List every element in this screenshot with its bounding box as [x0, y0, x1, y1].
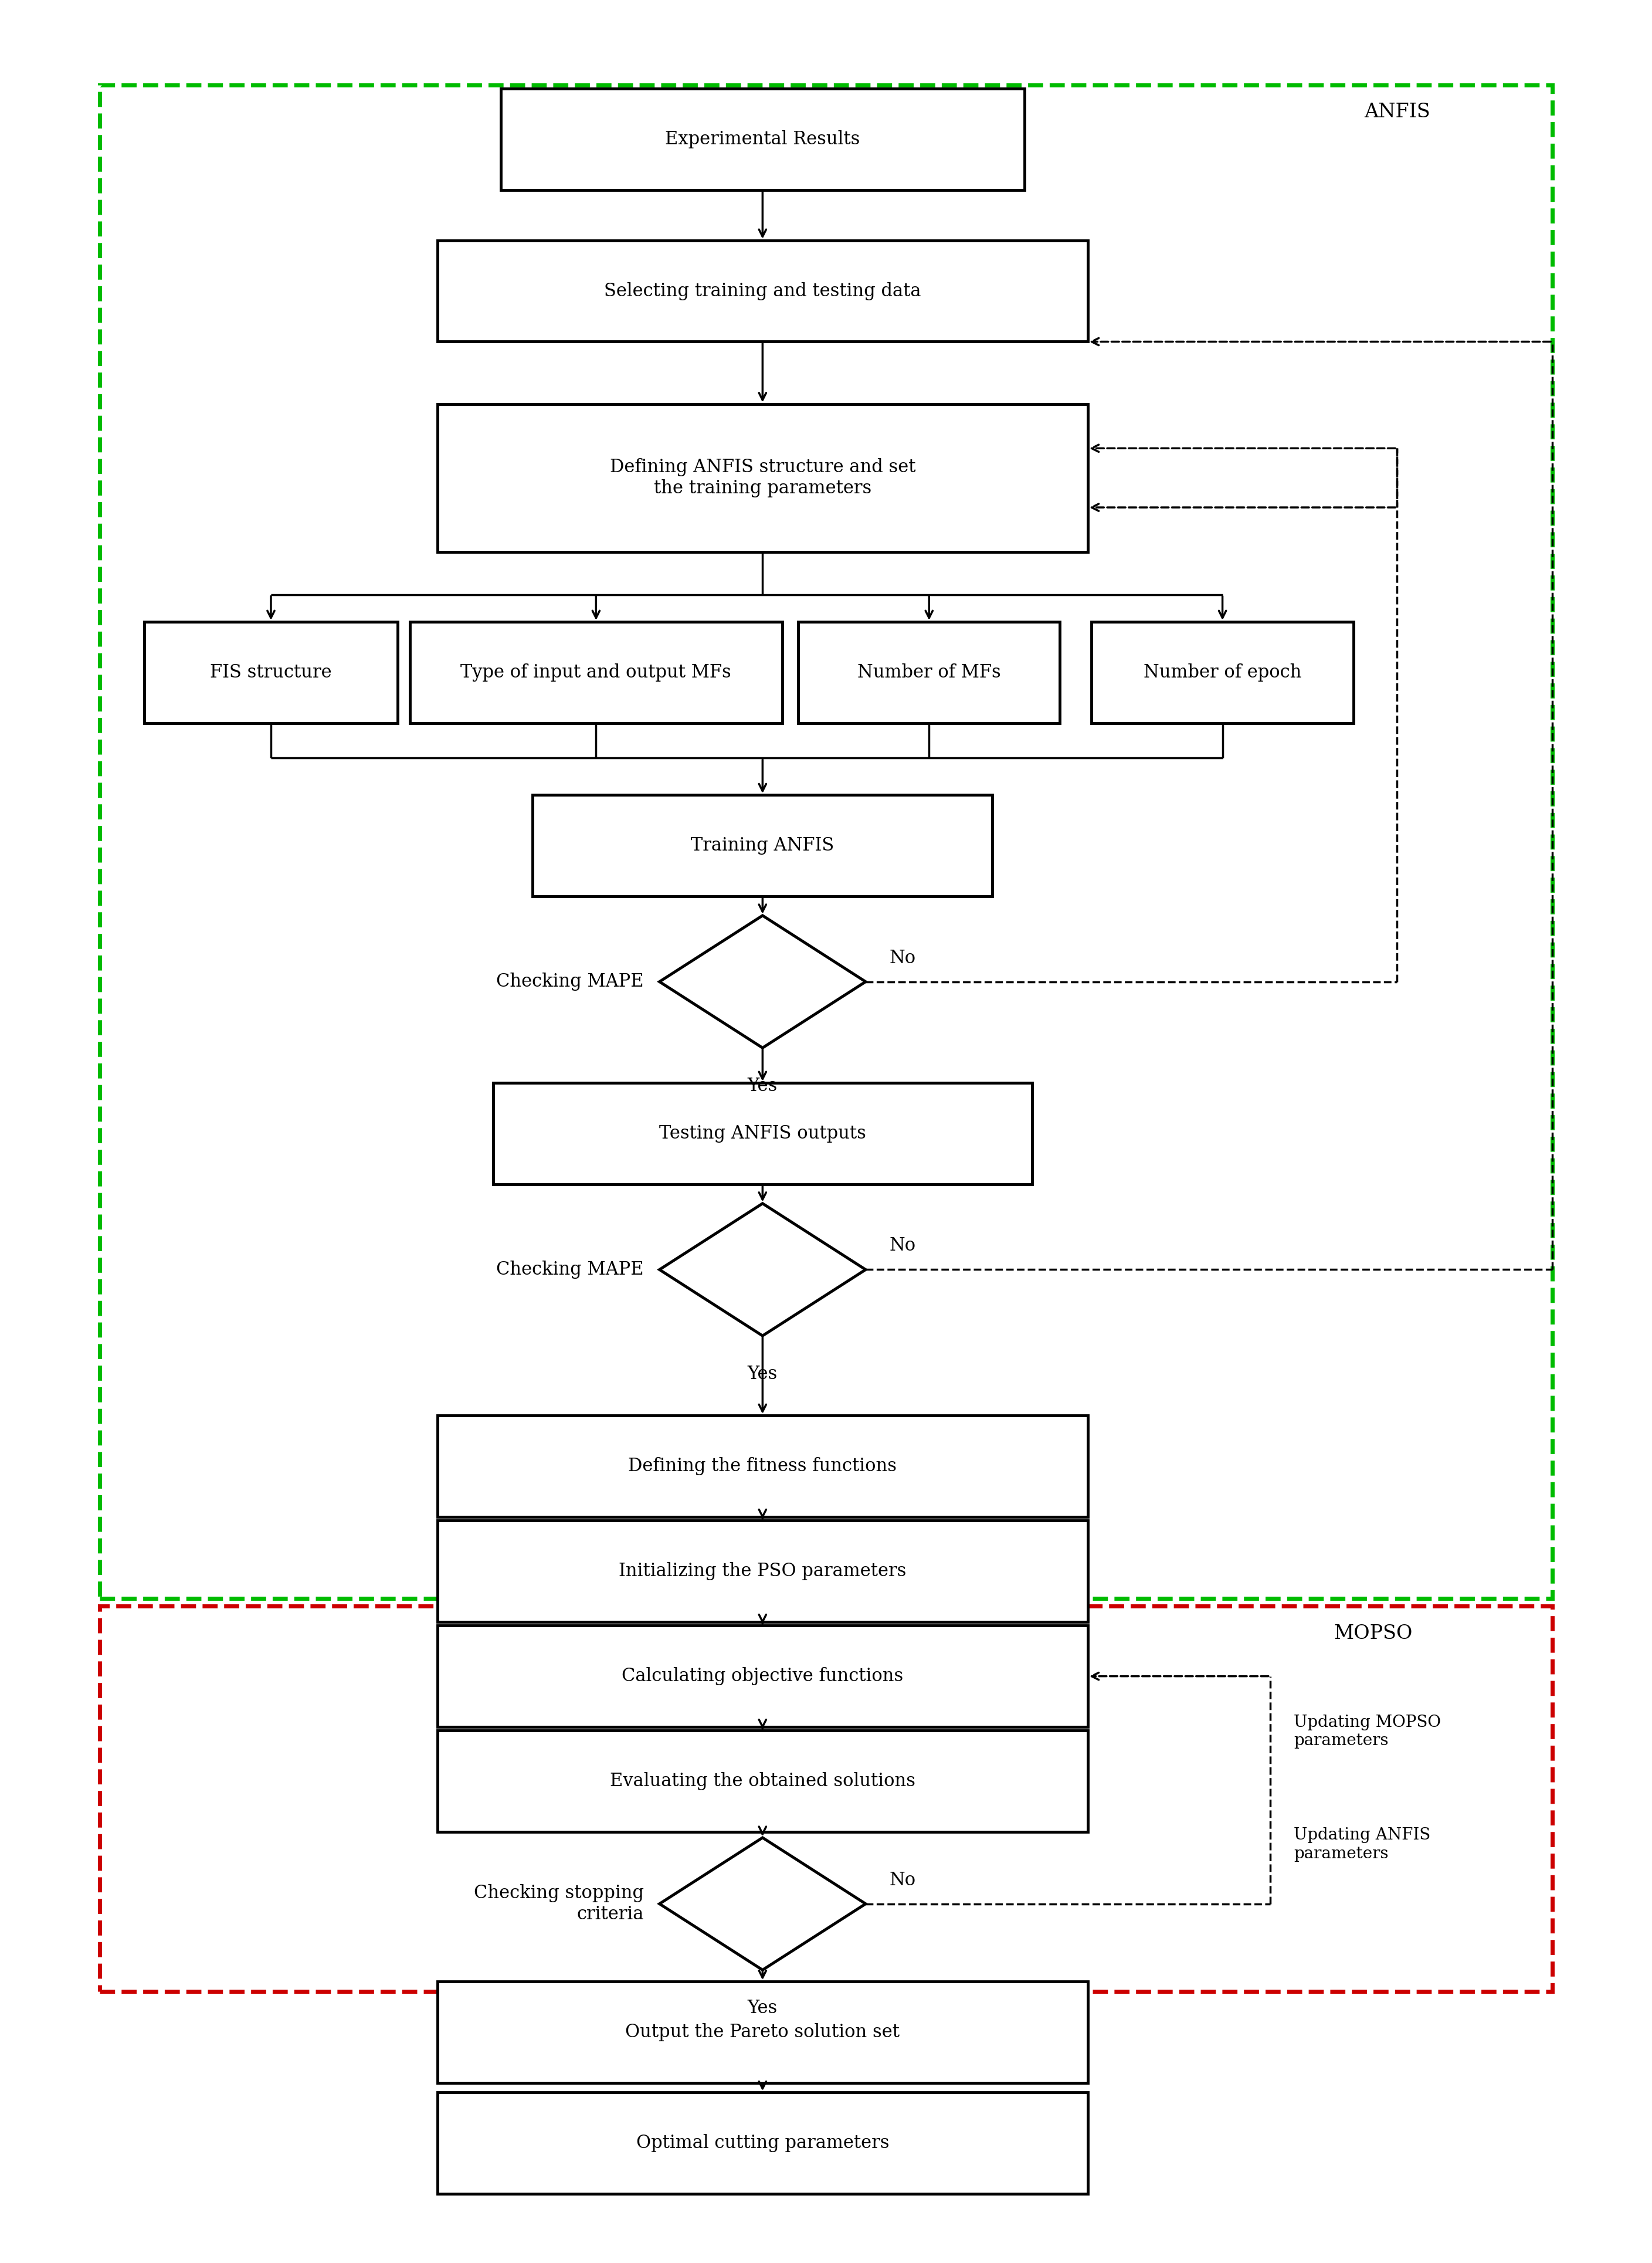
Text: Selecting training and testing data: Selecting training and testing data	[605, 283, 922, 301]
FancyBboxPatch shape	[438, 1982, 1087, 2082]
Text: Output the Pareto solution set: Output the Pareto solution set	[626, 2023, 900, 2041]
Text: Number of epoch: Number of epoch	[1143, 663, 1302, 681]
FancyBboxPatch shape	[438, 240, 1087, 342]
FancyBboxPatch shape	[438, 1625, 1087, 1727]
Text: No: No	[889, 948, 915, 966]
Text: No: No	[889, 1236, 915, 1256]
FancyBboxPatch shape	[1092, 622, 1353, 722]
FancyBboxPatch shape	[438, 2093, 1087, 2193]
Polygon shape	[659, 917, 866, 1048]
Text: Checking stopping
criteria: Checking stopping criteria	[474, 1885, 644, 1924]
Text: Yes: Yes	[748, 1998, 778, 2016]
Text: Updating MOPSO
parameters: Updating MOPSO parameters	[1294, 1715, 1441, 1749]
Text: Evaluating the obtained solutions: Evaluating the obtained solutions	[610, 1772, 915, 1790]
Polygon shape	[659, 1838, 866, 1971]
FancyBboxPatch shape	[492, 1084, 1032, 1184]
Text: Updating ANFIS
parameters: Updating ANFIS parameters	[1294, 1829, 1431, 1862]
Text: No: No	[889, 1872, 915, 1890]
FancyBboxPatch shape	[532, 794, 993, 896]
Text: ANFIS: ANFIS	[1365, 102, 1431, 122]
Text: Calculating objective functions: Calculating objective functions	[621, 1668, 904, 1686]
Text: MOPSO: MOPSO	[1333, 1625, 1412, 1643]
Text: Optimal cutting parameters: Optimal cutting parameters	[636, 2134, 889, 2152]
Text: FIS structure: FIS structure	[210, 663, 332, 681]
FancyBboxPatch shape	[438, 1417, 1087, 1516]
Bar	[99, 86, 1553, 1598]
Text: Experimental Results: Experimental Results	[666, 131, 861, 149]
Text: Yes: Yes	[748, 1077, 778, 1095]
Text: Number of MFs: Number of MFs	[857, 663, 1001, 681]
Text: Type of input and output MFs: Type of input and output MFs	[461, 663, 732, 681]
Polygon shape	[659, 1204, 866, 1335]
Text: Initializing the PSO parameters: Initializing the PSO parameters	[619, 1561, 907, 1580]
FancyBboxPatch shape	[501, 88, 1024, 190]
FancyBboxPatch shape	[798, 622, 1061, 722]
Text: Checking MAPE: Checking MAPE	[496, 973, 644, 991]
Text: Defining the fitness functions: Defining the fitness functions	[628, 1457, 897, 1475]
Text: Checking MAPE: Checking MAPE	[496, 1260, 644, 1279]
Text: Yes: Yes	[748, 1365, 778, 1383]
FancyBboxPatch shape	[144, 622, 398, 722]
Text: Defining ANFIS structure and set
the training parameters: Defining ANFIS structure and set the tra…	[610, 459, 915, 498]
FancyBboxPatch shape	[438, 1731, 1087, 1831]
FancyBboxPatch shape	[438, 403, 1087, 552]
Text: Training ANFIS: Training ANFIS	[691, 837, 834, 855]
Bar	[99, 1607, 1553, 1991]
FancyBboxPatch shape	[438, 1521, 1087, 1623]
FancyBboxPatch shape	[410, 622, 783, 722]
Text: Testing ANFIS outputs: Testing ANFIS outputs	[659, 1125, 866, 1143]
